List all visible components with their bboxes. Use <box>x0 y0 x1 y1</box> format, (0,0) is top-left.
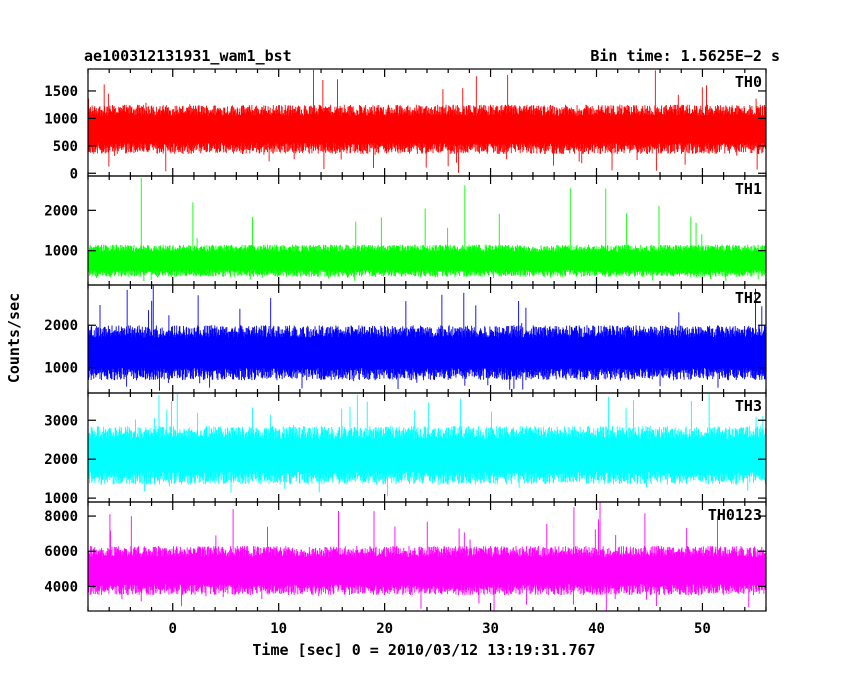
y-tick-label: 1000 <box>44 361 78 377</box>
series-trace-th2 <box>88 285 766 391</box>
y-tick-label: 2000 <box>44 318 78 334</box>
y-tick-label: 1000 <box>44 491 78 507</box>
x-tick-label: 30 <box>482 621 499 637</box>
y-tick-label: 2000 <box>44 452 78 468</box>
panel-label-th0123: TH0123 <box>708 506 762 524</box>
y-tick-label: 0 <box>70 166 78 182</box>
x-tick-label: 50 <box>694 621 711 637</box>
y-tick-label: 8000 <box>44 509 78 525</box>
x-tick-label: 20 <box>376 621 393 637</box>
y-tick-label: 4000 <box>44 579 78 595</box>
y-tick-label: 1500 <box>44 84 78 100</box>
x-tick-label: 0 <box>169 621 177 637</box>
panel-label-th3: TH3 <box>735 397 762 415</box>
y-axis-label: Counts/sec <box>5 293 23 383</box>
panel-label-th0: TH0 <box>735 73 762 91</box>
y-tick-label: 6000 <box>44 544 78 560</box>
series-trace-th1 <box>88 178 766 281</box>
y-tick-label: 3000 <box>44 413 78 429</box>
series-trace-th3 <box>88 393 766 497</box>
x-tick-label: 40 <box>588 621 605 637</box>
series-trace-th0 <box>88 69 766 173</box>
series-trace-th0123 <box>88 502 766 611</box>
y-tick-label: 1000 <box>44 111 78 127</box>
chart-title-left: ae100312131931_wam1_bst <box>84 47 292 65</box>
y-tick-label: 2000 <box>44 203 78 219</box>
panel-label-th1: TH1 <box>735 180 762 198</box>
panel-label-th2: TH2 <box>735 289 762 307</box>
chart-title-right: Bin time: 1.5625E−2 s <box>590 47 780 65</box>
y-tick-label: 500 <box>53 139 78 155</box>
x-axis-label: Time [sec] 0 = 2010/03/12 13:19:31.767 <box>252 641 595 659</box>
y-tick-label: 1000 <box>44 244 78 260</box>
x-tick-label: 10 <box>270 621 287 637</box>
panels-group: TH0050010001500TH110002000TH210002000TH3… <box>44 68 767 637</box>
